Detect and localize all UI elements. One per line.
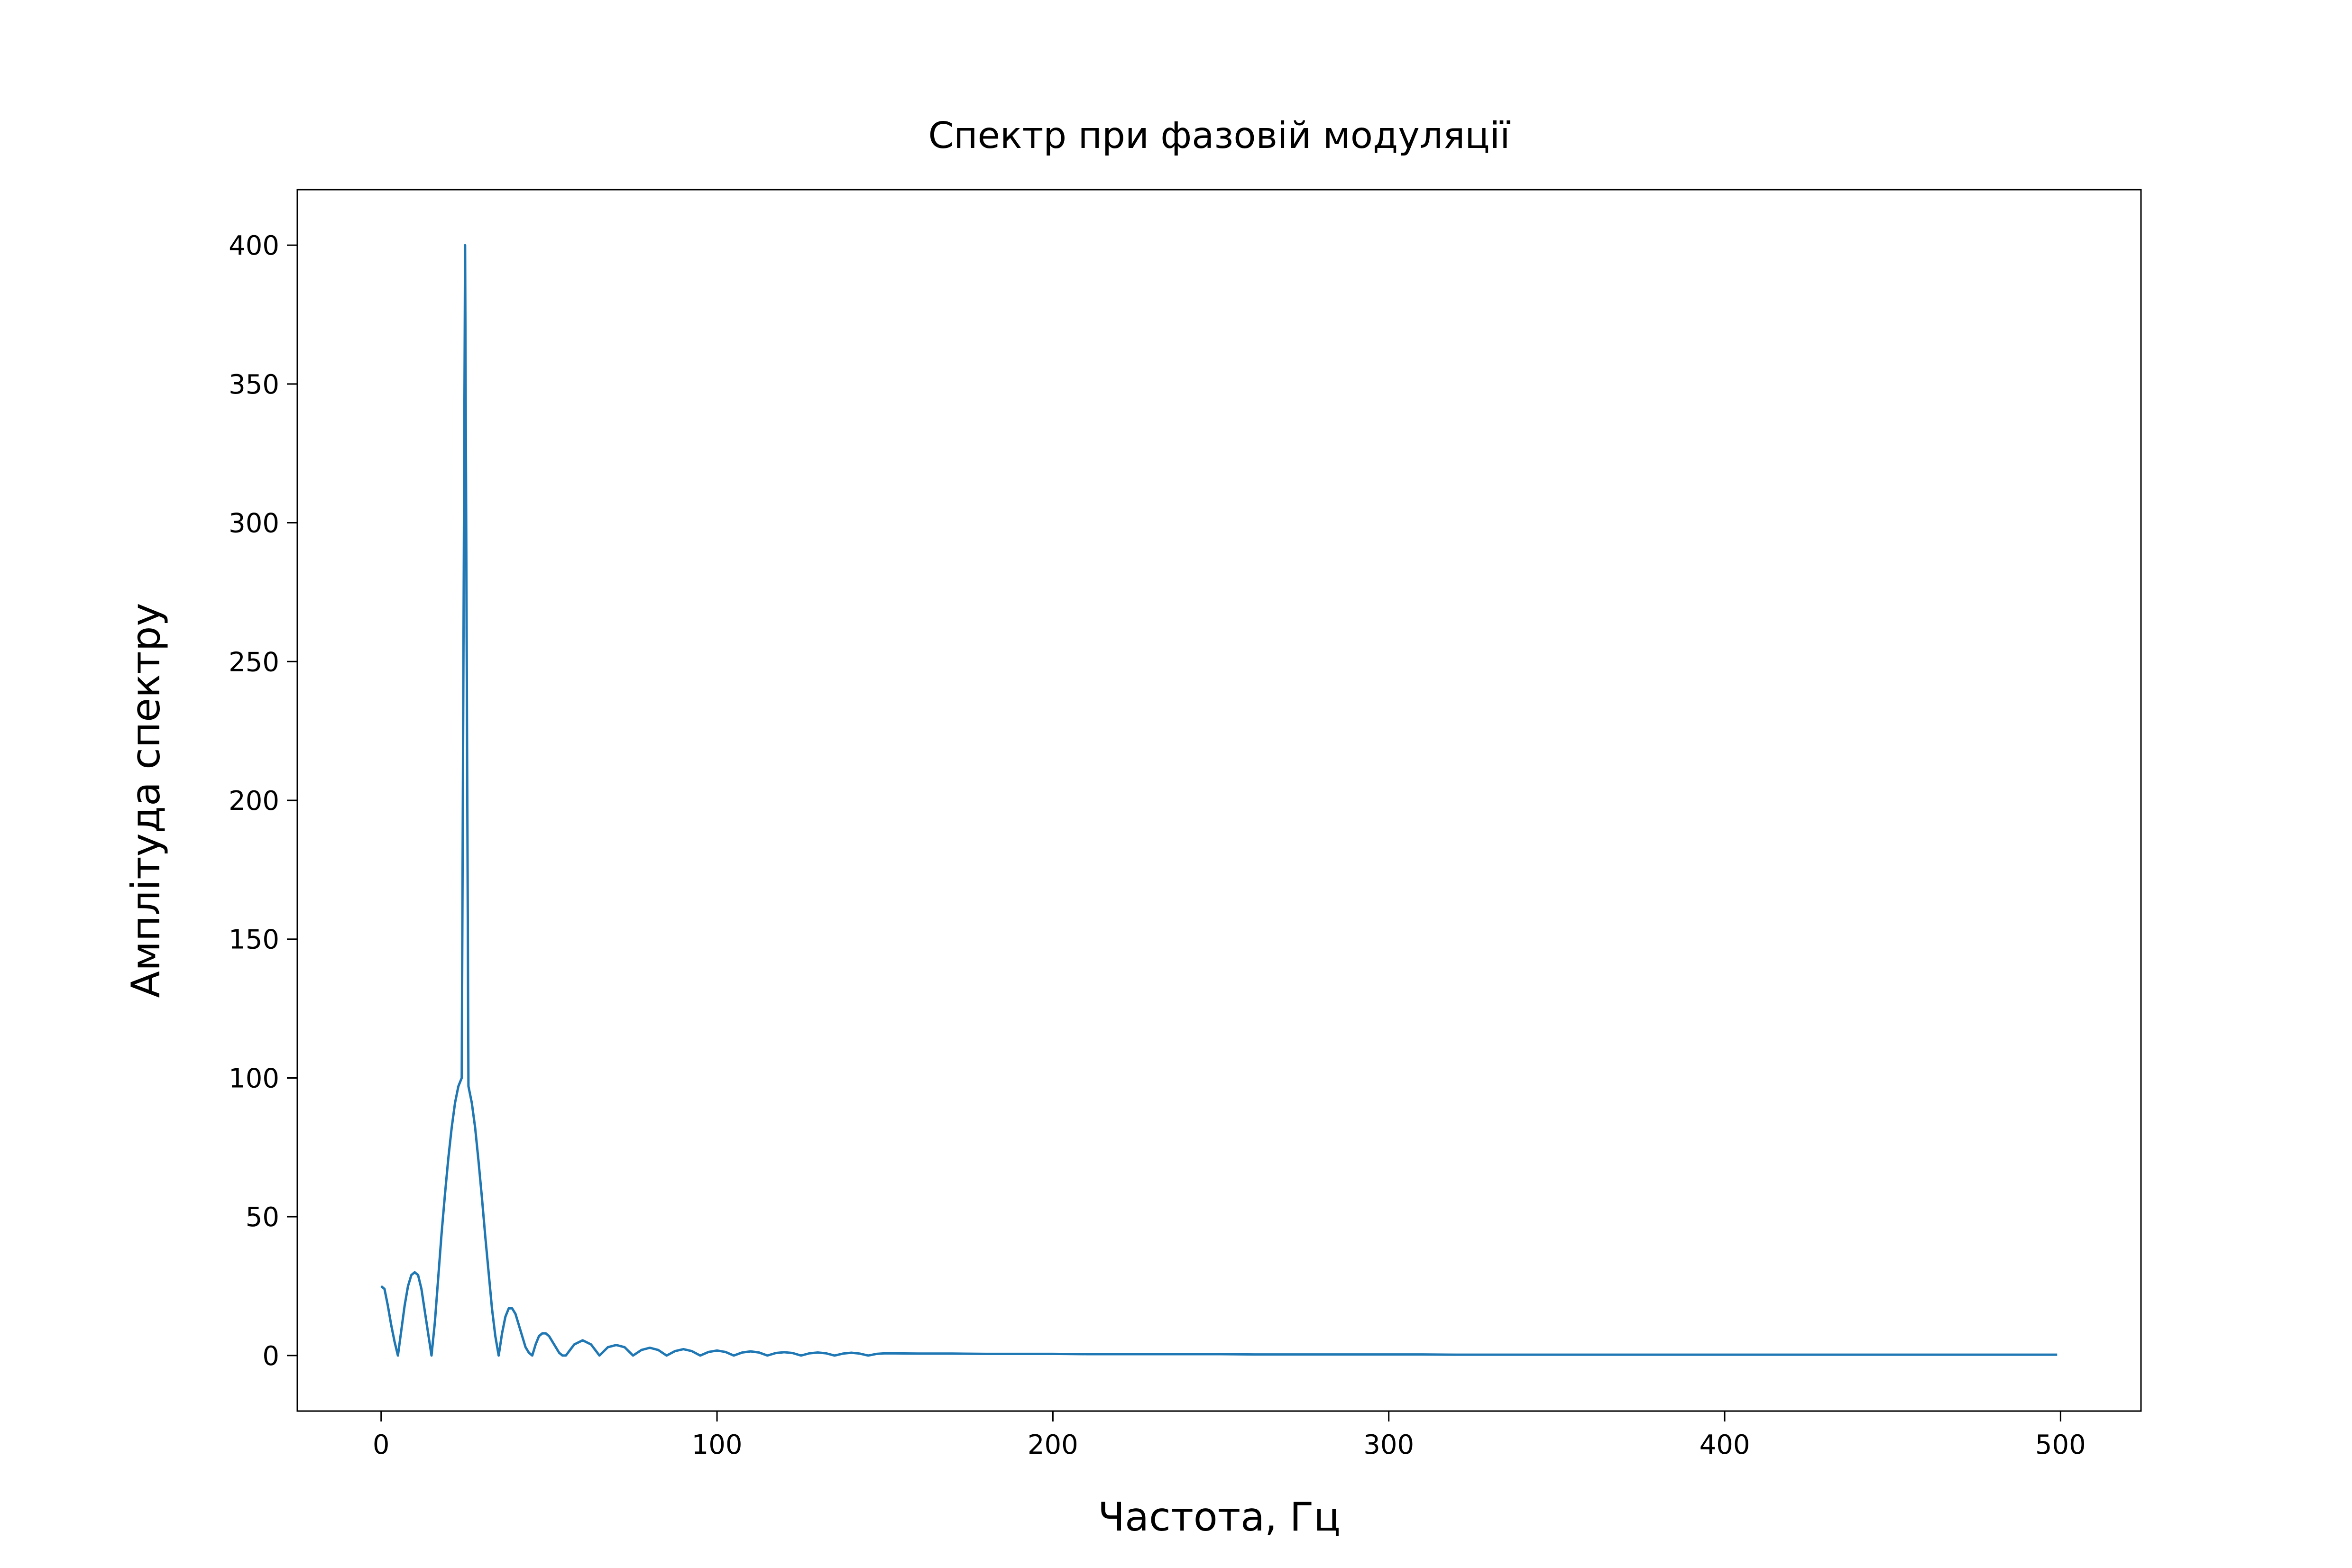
y-tick-label: 100 (229, 1063, 279, 1094)
y-tick-label: 250 (229, 647, 279, 678)
x-axis-label: Частота, Гц (1098, 1494, 1341, 1540)
x-tick-label: 300 (1363, 1430, 1414, 1460)
y-tick-label: 0 (262, 1341, 279, 1372)
data-line (380, 244, 2058, 1357)
chart-title: Спектр при фазовій модуляції (928, 115, 1510, 157)
x-tick-label: 200 (1028, 1430, 1078, 1460)
y-tick-label: 200 (229, 786, 279, 816)
y-tick-label: 50 (246, 1202, 279, 1233)
x-tick-label: 100 (692, 1430, 743, 1460)
x-tick-label: 500 (2035, 1430, 2086, 1460)
y-tick-label: 150 (229, 925, 279, 955)
y-tick-label: 400 (229, 230, 279, 261)
y-axis-label: Амплітуда спектру (123, 603, 169, 998)
y-tick-label: 350 (229, 369, 279, 400)
x-tick-label: 0 (373, 1430, 390, 1460)
plot-frame (296, 189, 2142, 1412)
y-tick-label: 300 (229, 508, 279, 539)
x-tick-label: 400 (1700, 1430, 1750, 1460)
